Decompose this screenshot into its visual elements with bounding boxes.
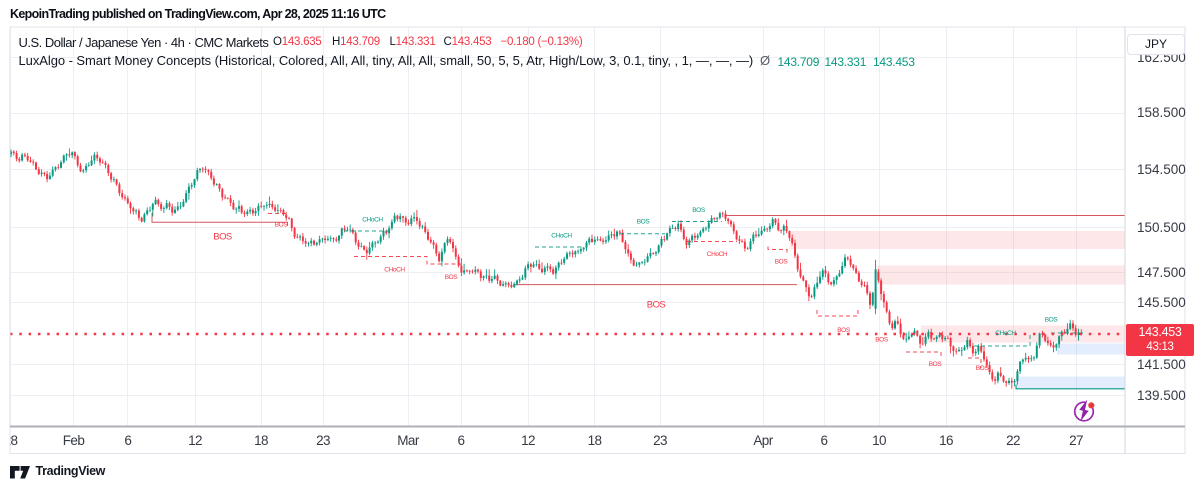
svg-text:CHoCH: CHoCH (384, 267, 405, 274)
svg-text:BOS: BOS (929, 361, 943, 368)
svg-text:BOS: BOS (445, 274, 459, 281)
svg-text:BOS: BOS (692, 207, 706, 214)
svg-text:CHoCH: CHoCH (707, 251, 728, 258)
svg-text:CHoCH: CHoCH (995, 330, 1016, 337)
svg-text:BOS: BOS (1045, 317, 1059, 324)
svg-text:BOS: BOS (275, 222, 289, 229)
svg-text:BOS: BOS (837, 327, 851, 334)
svg-text:BOS: BOS (213, 232, 232, 243)
svg-text:BOS: BOS (875, 337, 889, 344)
svg-text:BOS: BOS (647, 300, 666, 311)
svg-text:BOS: BOS (775, 259, 789, 266)
svg-text:BOS: BOS (976, 365, 990, 372)
svg-text:CHoCH: CHoCH (362, 217, 383, 224)
svg-text:CHoCH: CHoCH (551, 233, 572, 240)
svg-text:BOS: BOS (637, 219, 651, 226)
